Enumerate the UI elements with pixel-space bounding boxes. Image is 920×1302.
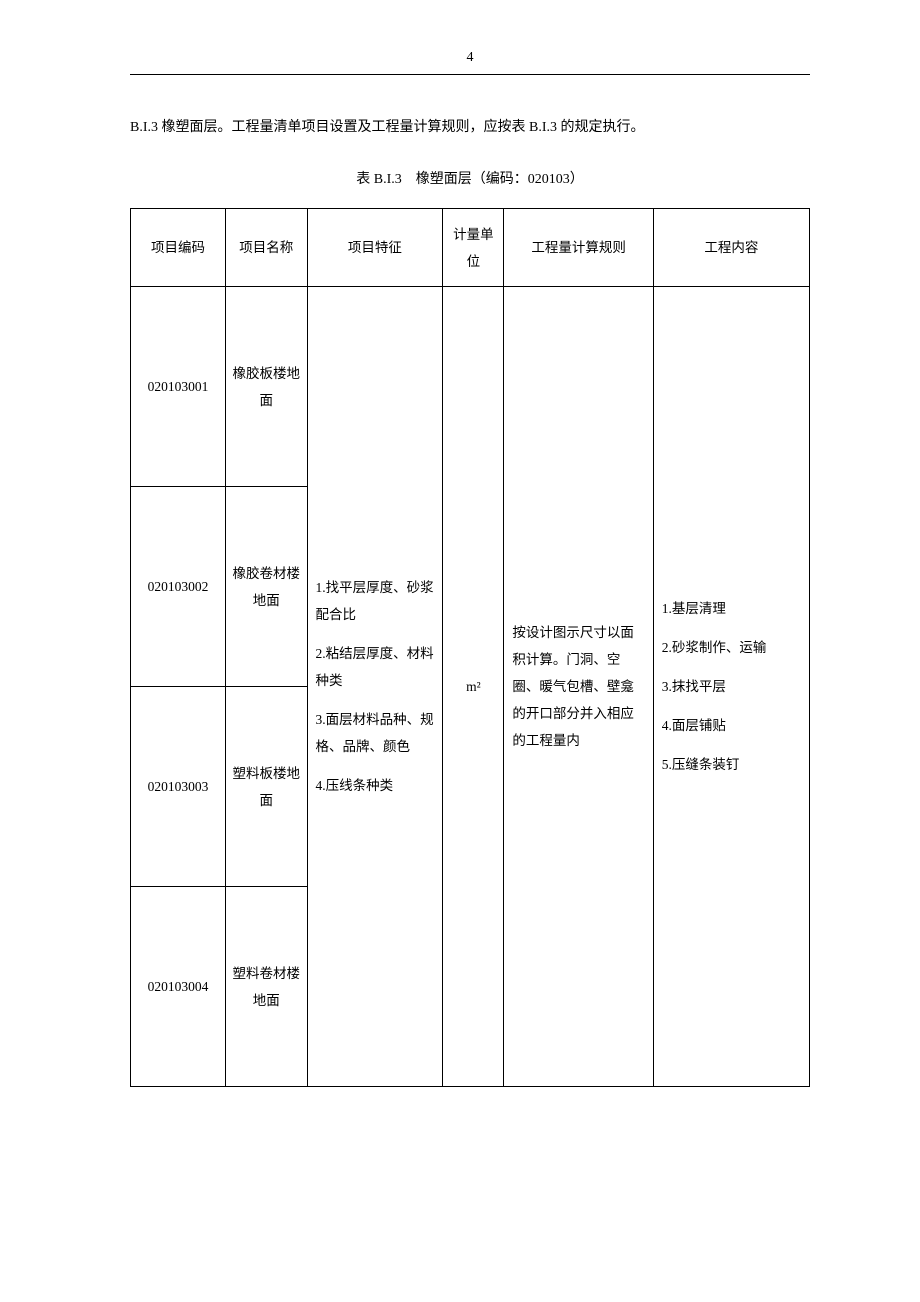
- header-rule: [130, 74, 810, 75]
- table-title: 表 B.I.3 橡塑面层（编码：020103）: [130, 168, 810, 188]
- spec-table: 项目编码 项目名称 项目特征 计量单位 工程量计算规则 工程内容 0201030…: [130, 208, 810, 1087]
- table-row: 020103001 橡胶板楼地面 1.找平层厚度、砂浆配合比 2.粘结层厚度、材…: [131, 287, 810, 487]
- cell-code: 020103004: [131, 887, 226, 1087]
- cell-name: 塑料卷材楼地面: [226, 887, 307, 1087]
- cell-code: 020103003: [131, 687, 226, 887]
- col-header-content: 工程内容: [653, 209, 809, 287]
- feature-item: 1.找平层厚度、砂浆配合比: [316, 574, 435, 628]
- col-header-code: 项目编码: [131, 209, 226, 287]
- cell-unit: m²: [443, 287, 504, 1087]
- feature-item: 4.压线条种类: [316, 772, 435, 799]
- content-item: 2.砂浆制作、运输: [662, 634, 801, 661]
- col-header-feature: 项目特征: [307, 209, 443, 287]
- feature-item: 3.面层材料品种、规格、品牌、颜色: [316, 706, 435, 760]
- content-item: 5.压缝条装钉: [662, 751, 801, 778]
- cell-name: 橡胶板楼地面: [226, 287, 307, 487]
- document-page: 4 B.I.3 橡塑面层。工程量清单项目设置及工程量计算规则，应按表 B.I.3…: [0, 0, 920, 1167]
- feature-item: 2.粘结层厚度、材料种类: [316, 640, 435, 694]
- intro-paragraph: B.I.3 橡塑面层。工程量清单项目设置及工程量计算规则，应按表 B.I.3 的…: [130, 115, 810, 140]
- content-item: 3.抹找平层: [662, 673, 801, 700]
- cell-name: 橡胶卷材楼地面: [226, 487, 307, 687]
- cell-feature: 1.找平层厚度、砂浆配合比 2.粘结层厚度、材料种类 3.面层材料品种、规格、品…: [307, 287, 443, 1087]
- cell-code: 020103002: [131, 487, 226, 687]
- rule-text: 按设计图示尺寸以面积计算。门洞、空圈、暖气包槽、壁龛的开口部分并入相应的工程量内: [512, 619, 644, 754]
- cell-rule: 按设计图示尺寸以面积计算。门洞、空圈、暖气包槽、壁龛的开口部分并入相应的工程量内: [504, 287, 653, 1087]
- col-header-name: 项目名称: [226, 209, 307, 287]
- page-number: 4: [130, 50, 810, 66]
- cell-content: 1.基层清理 2.砂浆制作、运输 3.抹找平层 4.面层铺贴 5.压缝条装钉: [653, 287, 809, 1087]
- table-header-row: 项目编码 项目名称 项目特征 计量单位 工程量计算规则 工程内容: [131, 209, 810, 287]
- col-header-unit: 计量单位: [443, 209, 504, 287]
- cell-name: 塑料板楼地面: [226, 687, 307, 887]
- content-item: 1.基层清理: [662, 595, 801, 622]
- cell-code: 020103001: [131, 287, 226, 487]
- content-item: 4.面层铺贴: [662, 712, 801, 739]
- col-header-rule: 工程量计算规则: [504, 209, 653, 287]
